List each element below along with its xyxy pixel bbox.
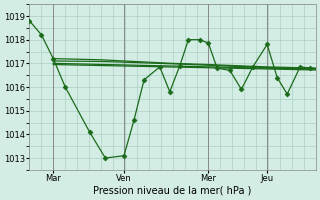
- X-axis label: Pression niveau de la mer( hPa ): Pression niveau de la mer( hPa ): [93, 186, 252, 196]
